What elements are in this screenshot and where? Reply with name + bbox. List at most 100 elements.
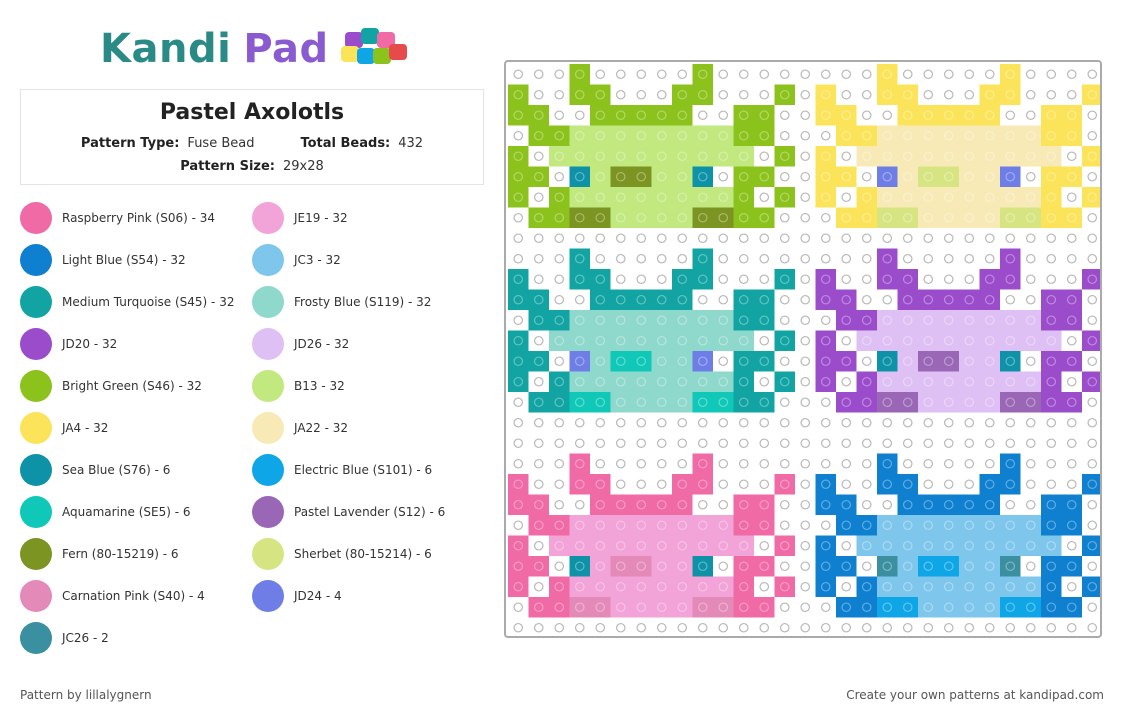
bead xyxy=(897,515,918,536)
bead-hole xyxy=(574,130,585,141)
empty-peg xyxy=(923,438,934,449)
create-patterns-link[interactable]: Create your own patterns at kandipad.com xyxy=(846,688,1104,702)
legend-label: Light Blue (S54) - 32 xyxy=(62,253,186,267)
bead xyxy=(938,576,959,597)
empty-peg xyxy=(533,581,544,592)
bead xyxy=(651,494,672,515)
bead-hole xyxy=(820,335,831,346)
bead xyxy=(549,125,570,146)
empty-peg xyxy=(1005,499,1016,510)
bead-hole xyxy=(718,212,729,223)
empty-peg xyxy=(841,192,852,203)
bead-hole xyxy=(923,602,934,613)
bead-hole xyxy=(861,581,872,592)
empty-peg xyxy=(677,458,688,469)
bead-hole xyxy=(574,335,585,346)
bead-hole xyxy=(615,499,626,510)
bead xyxy=(1000,248,1021,269)
bead-hole xyxy=(595,130,606,141)
bead-hole xyxy=(595,212,606,223)
empty-peg xyxy=(1025,417,1036,428)
bead-hole xyxy=(595,192,606,203)
bead-hole xyxy=(1046,499,1057,510)
empty-peg xyxy=(738,253,749,264)
bead xyxy=(651,597,672,618)
empty-peg xyxy=(656,458,667,469)
bead xyxy=(774,371,795,392)
bead xyxy=(1061,351,1082,372)
empty-peg xyxy=(800,274,811,285)
empty-peg xyxy=(513,520,524,531)
bead-hole xyxy=(636,376,647,387)
bead-hole xyxy=(574,315,585,326)
empty-peg xyxy=(841,253,852,264)
bead-hole xyxy=(574,253,585,264)
bead xyxy=(549,597,570,618)
bead xyxy=(1041,556,1062,577)
bead xyxy=(1020,392,1041,413)
bead-hole xyxy=(697,274,708,285)
bead-hole xyxy=(923,499,934,510)
empty-peg xyxy=(923,89,934,100)
bead xyxy=(508,351,529,372)
bead xyxy=(897,310,918,331)
bead xyxy=(1061,556,1082,577)
empty-peg xyxy=(964,458,975,469)
bead-hole xyxy=(554,397,565,408)
empty-peg xyxy=(800,192,811,203)
bead-hole xyxy=(595,540,606,551)
bead-hole xyxy=(861,602,872,613)
bead-hole xyxy=(923,171,934,182)
bead xyxy=(959,515,980,536)
bead xyxy=(897,494,918,515)
color-swatch xyxy=(252,580,284,612)
bead xyxy=(528,351,549,372)
bead-hole xyxy=(984,356,995,367)
bead-hole xyxy=(984,192,995,203)
bead-hole xyxy=(964,212,975,223)
bead-hole xyxy=(554,581,565,592)
bead-hole xyxy=(779,335,790,346)
bead-hole xyxy=(533,130,544,141)
kandipad-logo[interactable]: Kandi Pad xyxy=(100,24,415,74)
bead xyxy=(610,494,631,515)
bead-hole xyxy=(595,315,606,326)
bead-hole xyxy=(902,397,913,408)
bead-hole xyxy=(1005,335,1016,346)
bead xyxy=(1082,84,1100,105)
bead xyxy=(569,576,590,597)
empty-peg xyxy=(636,479,647,490)
bead-hole xyxy=(882,581,893,592)
bead-hole xyxy=(923,110,934,121)
bead xyxy=(979,310,1000,331)
bead-hole xyxy=(1046,192,1057,203)
bead xyxy=(590,515,611,536)
bead-hole xyxy=(841,356,852,367)
bead-hole xyxy=(779,479,790,490)
bead-hole xyxy=(984,376,995,387)
legend-item: JE19 - 32 xyxy=(252,202,348,234)
bead xyxy=(979,597,1000,618)
empty-peg xyxy=(882,499,893,510)
bead xyxy=(836,125,857,146)
bead-hole xyxy=(533,294,544,305)
bead xyxy=(1061,392,1082,413)
bead xyxy=(631,576,652,597)
empty-peg xyxy=(759,253,770,264)
bead-hole xyxy=(1066,520,1077,531)
bead-hole xyxy=(554,376,565,387)
empty-peg xyxy=(800,397,811,408)
bead xyxy=(877,269,898,290)
bead-hole xyxy=(1087,581,1098,592)
bead-hole xyxy=(1046,561,1057,572)
legend-item: Fern (80-15219) - 6 xyxy=(20,538,179,570)
empty-peg xyxy=(554,479,565,490)
empty-peg xyxy=(841,89,852,100)
empty-peg xyxy=(1087,356,1098,367)
bead-hole xyxy=(820,581,831,592)
legend-label: JD26 - 32 xyxy=(294,337,350,351)
empty-peg xyxy=(1025,89,1036,100)
bead xyxy=(672,371,693,392)
bead-hole xyxy=(533,499,544,510)
bead-hole xyxy=(1066,356,1077,367)
